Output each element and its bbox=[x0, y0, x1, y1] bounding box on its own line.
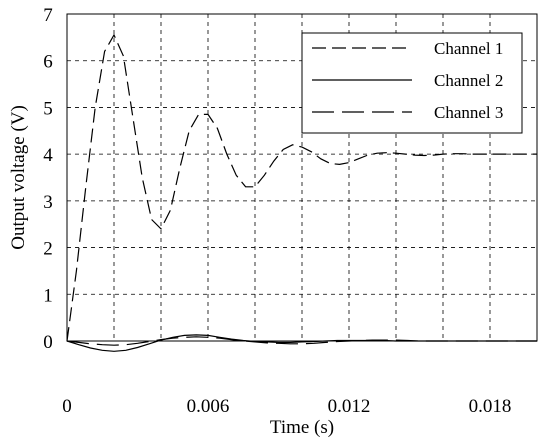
legend: Channel 1 Channel 2 Channel 3 bbox=[301, 32, 523, 134]
y-tick-label: 5 bbox=[43, 98, 53, 119]
x-axis-ticks: 0 0.006 0.012 0.018 bbox=[62, 396, 511, 417]
y-tick-label: 1 bbox=[43, 285, 53, 306]
x-tick-label: 0.018 bbox=[469, 396, 512, 417]
x-tick-label: 0.006 bbox=[187, 396, 230, 417]
series-line-1 bbox=[66, 33, 537, 342]
legend-label: Channel 3 bbox=[434, 103, 503, 122]
x-axis-label: Time (s) bbox=[270, 417, 334, 438]
y-tick-label: 3 bbox=[43, 192, 53, 213]
y-axis-ticks: 0 1 2 3 4 5 6 7 bbox=[43, 5, 53, 353]
legend-box bbox=[301, 32, 523, 134]
x-tick-label: 0.012 bbox=[328, 396, 371, 417]
y-tick-label: 7 bbox=[43, 5, 53, 26]
legend-label: Channel 1 bbox=[434, 39, 503, 58]
legend-label: Channel 2 bbox=[434, 71, 503, 90]
y-tick-label: 4 bbox=[43, 145, 53, 166]
y-tick-label: 0 bbox=[43, 332, 53, 353]
plot-frame bbox=[66, 13, 538, 342]
y-tick-label: 6 bbox=[43, 52, 53, 73]
y-axis-label: Output voltage (V) bbox=[8, 105, 29, 250]
y-tick-label: 2 bbox=[43, 239, 53, 260]
x-tick-label: 0 bbox=[62, 396, 72, 417]
